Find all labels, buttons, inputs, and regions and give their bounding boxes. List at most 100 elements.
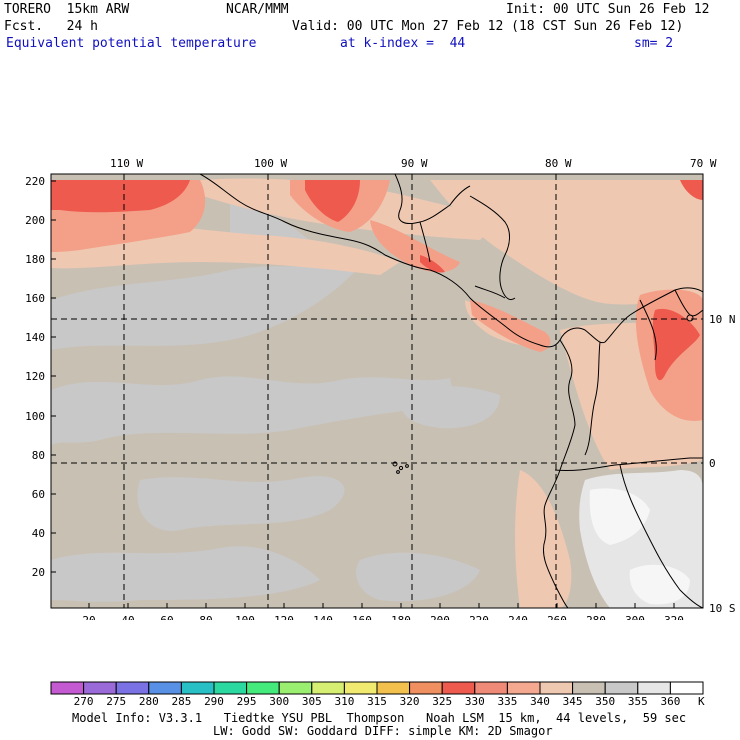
gray-region: [400, 386, 500, 429]
lat-label: 0: [709, 457, 716, 470]
model-info: Model Info: V3.3.1 Tiedtke YSU PBL Thomp…: [72, 711, 687, 725]
galapagos-island: [405, 464, 409, 468]
colorbar-swatch: [441, 681, 476, 695]
valid-time: Valid: 00 UTC Mon 27 Feb 12 (18 CST Sun …: [292, 19, 684, 34]
colorbar-label: 275: [106, 695, 126, 708]
field-name: Equivalent potential temperature: [6, 36, 257, 51]
colorbar-swatch: [669, 681, 704, 695]
colorbar-swatch: [343, 681, 378, 695]
smoothing-info: sm= 2: [634, 36, 674, 51]
colorbar-label: 330: [465, 695, 485, 708]
colombia-venezuela-border: [639, 299, 657, 361]
gray-region: [356, 552, 480, 602]
tan-region: [515, 470, 572, 608]
x-tick-label: 160: [352, 614, 372, 620]
init-time: Init: 00 UTC Sun 26 Feb 12: [506, 2, 710, 17]
lat-labels: 10 N 0 10 S: [709, 313, 736, 615]
y-axis-ticks: 220 200 180 160 140 120 100 80 60 40 20: [25, 175, 45, 579]
tan-region: [430, 180, 703, 305]
colorbar-label: 325: [432, 695, 452, 708]
physics-info: LW: Godd SW: Goddard DIFF: simple KM: 2D…: [213, 724, 553, 738]
colorbar-swatch: [278, 681, 313, 695]
colorbar-swatch: [637, 681, 671, 695]
y-tick-label: 60: [32, 488, 45, 501]
colorbar-label: 315: [367, 695, 387, 708]
colorbar-swatch: [50, 681, 85, 695]
colorbar-swatch: [213, 681, 248, 695]
central-america-coast: [199, 174, 703, 348]
y-tick-marks: [51, 180, 56, 573]
y-tick-label: 200: [25, 214, 45, 227]
colombia-border: [584, 341, 601, 456]
colorbar-labels: 270 275 280 285 290 295 300 305 310 315 320 325 330 3…: [74, 695, 681, 708]
galapagos-island: [392, 461, 398, 467]
red-region: [420, 255, 445, 273]
colorbar-swatch: [604, 681, 639, 695]
y-tick-label: 40: [32, 527, 45, 540]
x-tick-marks: [88, 603, 675, 608]
map-panel: 110 W 100 W 90 W 80 W 70 W 10 N 0 10 S 2…: [0, 150, 740, 627]
x-tick-label: 100: [235, 614, 255, 620]
center-name: NCAR/MMM: [226, 2, 289, 17]
red-region: [305, 180, 360, 222]
y-tick-label: 100: [25, 410, 45, 423]
coastlines: [199, 174, 703, 608]
colorbar-label: 270: [74, 695, 94, 708]
white-region: [629, 564, 690, 605]
lat-label: 10 N: [709, 313, 736, 326]
x-tick-label: 140: [313, 614, 333, 620]
colorbar-label: 335: [497, 695, 517, 708]
x-tick-label: 180: [391, 614, 411, 620]
gray-region: [51, 546, 320, 602]
colorbar: 270 275 280 285 290 295 300 305 310 315 320 325 330 3…: [50, 681, 705, 708]
colorbar-label: 360: [660, 695, 680, 708]
ecuador-peru-border: [554, 457, 703, 471]
colorbar-swatch: [376, 681, 411, 695]
colorbar-label: 350: [595, 695, 615, 708]
x-tick-label: 280: [586, 614, 606, 620]
lake-maracaibo: [686, 314, 694, 322]
salmon-region: [470, 300, 551, 352]
colorbar-label: 280: [139, 695, 159, 708]
lat-label: 10 S: [709, 602, 736, 615]
salmon-region: [370, 220, 460, 273]
y-tick-label: 160: [25, 292, 45, 305]
colorbar-swatch: [506, 681, 541, 695]
x-tick-label: 60: [160, 614, 173, 620]
colorbar-label: 320: [400, 695, 420, 708]
x-tick-label: 20: [82, 614, 95, 620]
y-tick-label: 220: [25, 175, 45, 188]
field-shading: [51, 174, 703, 608]
model-name: TORERO 15km ARW: [4, 2, 130, 17]
colorbar-swatch: [539, 681, 574, 695]
colorbar-label: 295: [237, 695, 257, 708]
colorbar-label: 305: [302, 695, 322, 708]
gray-region: [137, 476, 345, 531]
colorbar-swatch: [115, 681, 150, 695]
white-region: [589, 488, 650, 545]
x-axis-ticks: 20 40 60 80 100 120 140 160 180 200 220 …: [82, 614, 684, 627]
colorbar-label: 290: [204, 695, 224, 708]
galapagos-island: [396, 470, 400, 474]
colorbar-swatches: [50, 681, 704, 695]
gray-region: [51, 376, 455, 445]
colorbar-swatch: [246, 681, 280, 695]
lon-label: 70 W: [690, 157, 717, 170]
colorbar-swatch: [409, 681, 443, 695]
plot-frame: [50, 173, 704, 609]
x-tick-label: 240: [508, 614, 528, 620]
colorbar-swatch: [180, 681, 215, 695]
lon-label: 100 W: [254, 157, 287, 170]
lon-label: 110 W: [110, 157, 143, 170]
colorbar-swatch: [311, 681, 345, 695]
peru-brazil-border: [619, 464, 703, 608]
x-tick-label: 200: [430, 614, 450, 620]
red-region: [652, 308, 700, 381]
x-tick-label: 260: [547, 614, 567, 620]
lon-labels: 110 W 100 W 90 W 80 W 70 W: [110, 157, 717, 170]
red-region: [680, 180, 703, 200]
y-tick-label: 120: [25, 370, 45, 383]
theta-e-map: 110 W 100 W 90 W 80 W 70 W 10 N 0 10 S 2…: [25, 157, 736, 627]
south-america-west-coast: [542, 339, 576, 608]
x-tick-label: 220: [469, 614, 489, 620]
